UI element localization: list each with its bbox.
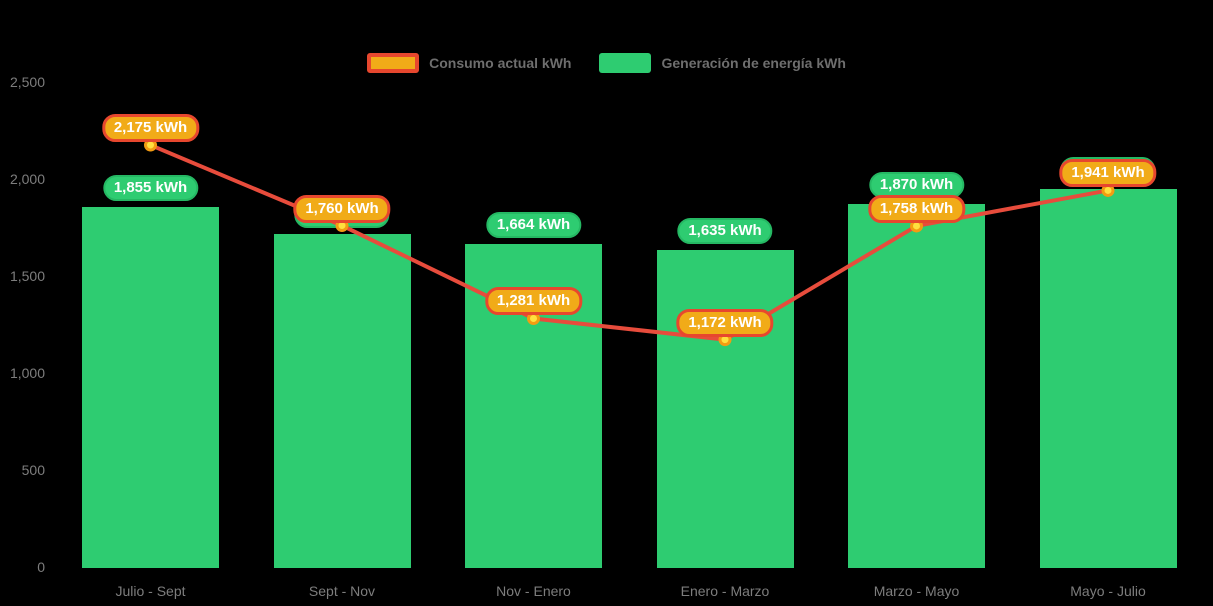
generacion-bar[interactable]	[656, 249, 794, 568]
consumo-value-badge: 1,172 kWh	[676, 308, 774, 337]
generacion-value-badge: 1,664 kWh	[485, 212, 582, 239]
generacion-value-badge: 1,855 kWh	[102, 175, 199, 202]
generacion-swatch-icon	[599, 53, 652, 73]
consumo-value-badge: 1,758 kWh	[867, 194, 966, 223]
x-axis-tick-label: Nov - Enero	[496, 583, 571, 599]
consumo-value-badge: 1,941 kWh	[1059, 159, 1157, 188]
legend-label-generacion: Generación de energía kWh	[661, 55, 846, 71]
y-axis-tick-label: 2,500	[9, 74, 45, 90]
consumo-value-badge: 1,281 kWh	[484, 287, 583, 316]
generacion-bar[interactable]	[1039, 188, 1177, 568]
generacion-bar[interactable]	[848, 204, 985, 568]
consumo-value-badge: 2,175 kWh	[101, 114, 200, 143]
x-axis-tick-label: Marzo - Mayo	[873, 583, 960, 599]
chart-legend: Consumo actual kWh Generación de energía…	[0, 50, 1213, 76]
generacion-bar[interactable]	[273, 234, 411, 568]
x-axis-tick-label: Mayo - Julio	[1070, 583, 1146, 599]
legend-label-consumo: Consumo actual kWh	[429, 55, 572, 71]
x-axis-tick-label: Enero - Marzo	[680, 583, 770, 599]
y-axis-tick-label: 1,000	[9, 365, 45, 381]
legend-item-consumo[interactable]: Consumo actual kWh	[367, 53, 571, 73]
consumo-swatch-icon	[367, 53, 420, 73]
generacion-value-badge: 1,635 kWh	[677, 217, 773, 244]
legend-item-generacion[interactable]: Generación de energía kWh	[599, 53, 846, 73]
y-axis-tick-label: 2,000	[9, 171, 45, 187]
y-axis-tick-label: 0	[37, 559, 45, 575]
x-axis-tick-label: Julio - Sept	[115, 583, 186, 599]
y-axis-tick-label: 500	[21, 462, 45, 478]
y-axis-tick-label: 1,500	[9, 268, 45, 284]
consumo-value-badge: 1,760 kWh	[293, 194, 391, 223]
generacion-bar[interactable]	[82, 207, 219, 568]
x-axis-tick-label: Sept - Nov	[308, 583, 376, 599]
